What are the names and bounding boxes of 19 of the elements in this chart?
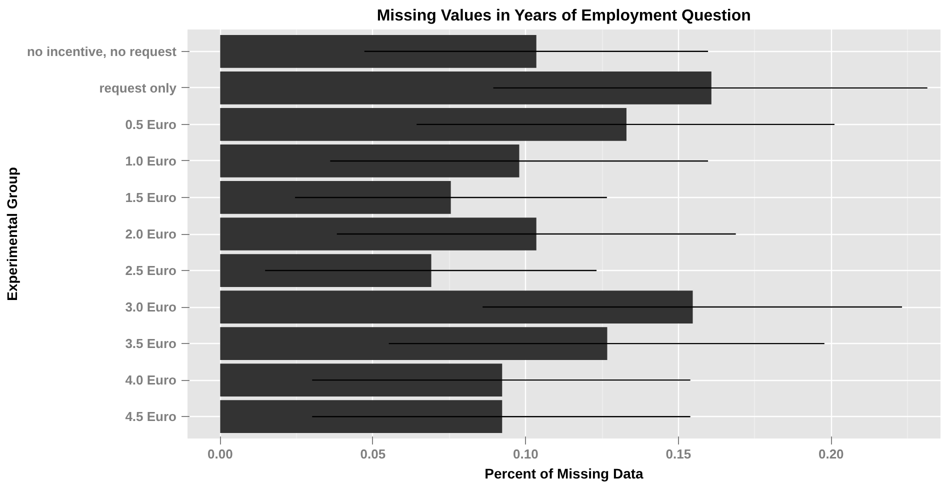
x-tick-label: 0.15 bbox=[666, 446, 692, 462]
y-tick-label: request only bbox=[99, 80, 178, 96]
x-tick-label: 0.00 bbox=[208, 446, 233, 462]
chart-title: Missing Values in Years of Employment Question bbox=[376, 8, 751, 24]
y-tick-label: 1.0 Euro bbox=[125, 153, 177, 168]
y-tick-label: 2.5 Euro bbox=[125, 263, 177, 278]
y-tick-label: 1.5 Euro bbox=[125, 190, 177, 205]
y-tick-label: 0.5 Euro bbox=[125, 116, 177, 132]
x-axis-title: Percent of Missing Data bbox=[484, 466, 644, 482]
y-tick-label: 3.5 Euro bbox=[125, 336, 177, 352]
y-axis-title: Experimental Group bbox=[4, 167, 20, 301]
x-tick-label: 0.10 bbox=[513, 446, 538, 462]
x-tick-label: 0.20 bbox=[818, 446, 844, 462]
y-tick-label: 4.0 Euro bbox=[125, 372, 177, 388]
y-tick-label: 2.0 Euro bbox=[125, 226, 177, 242]
y-tick-label: 4.5 Euro bbox=[125, 409, 177, 424]
y-tick-label: no incentive, no request bbox=[26, 44, 178, 59]
x-tick-label: 0.05 bbox=[360, 446, 386, 462]
y-tick-label: 3.0 Euro bbox=[125, 300, 177, 315]
